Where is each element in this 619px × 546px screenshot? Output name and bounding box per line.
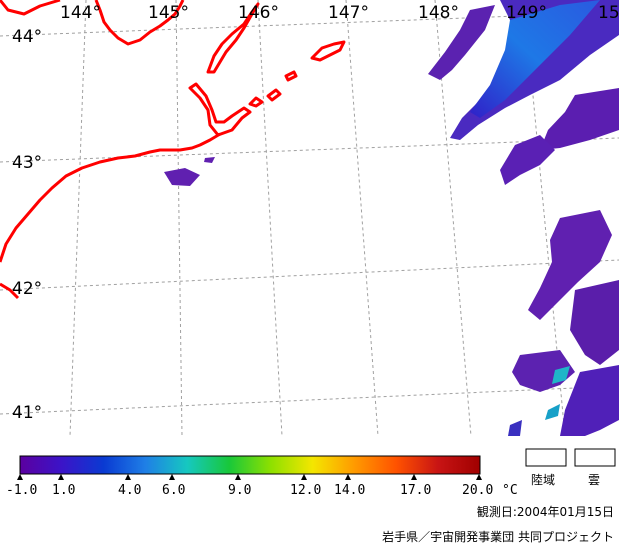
colorbar-tick-label: 20.0: [462, 483, 493, 498]
lat-label-42: 42°: [12, 279, 42, 299]
sst-data-layer: [164, 0, 619, 436]
latitude-labels: 44° 43° 42° 41°: [12, 27, 42, 423]
sst-warm-spot-2: [545, 404, 560, 420]
lon-label-146: 146°: [238, 3, 279, 23]
lon-label-144: 144°: [60, 3, 101, 23]
parallel-41: [0, 385, 619, 415]
tick-mark: [301, 474, 307, 480]
meridian-146: [257, 0, 283, 437]
colorbar: -1.0 1.0 4.0 6.0 9.0 12.0 14.0 17.0 20.0…: [6, 455, 518, 498]
colorbar-tick-marks: [17, 474, 482, 480]
parallel-43: [0, 137, 619, 163]
colorbar-unit: °C: [502, 483, 518, 498]
longitude-labels: 144° 145° 146° 147° 148° 149° 15: [60, 3, 619, 23]
coast-shiretoko: [94, 0, 185, 46]
sst-patch-east-1: [540, 88, 619, 150]
observation-date: 観測日:2004年01月15日: [477, 505, 614, 519]
sst-patch-coastal: [164, 168, 200, 186]
credit-line: 岩手県／宇宙開発事業団 共同プロジェクト: [382, 529, 614, 544]
tick-mark: [345, 474, 351, 480]
land-swatch: [525, 448, 567, 467]
parallel-42: [0, 259, 619, 291]
colorbar-tick-label: 12.0: [290, 483, 321, 498]
lon-label-145: 145°: [148, 3, 189, 23]
colorbar-tick-label: 14.0: [334, 483, 365, 498]
tick-mark: [17, 474, 23, 480]
land-label: 陸域: [531, 473, 555, 487]
colorbar-tick-label: -1.0: [6, 483, 37, 498]
mask-legend: 陸域 雲: [525, 448, 616, 487]
colorbar-tick-label: 6.0: [162, 483, 185, 498]
lat-label-41: 41°: [12, 403, 42, 423]
lat-label-43: 43°: [12, 153, 42, 173]
meridian-144: [69, 0, 87, 437]
coast-islet-3: [284, 70, 298, 82]
colorbar-tick-label: 4.0: [118, 483, 141, 498]
tick-mark: [411, 474, 417, 480]
tick-mark: [125, 474, 131, 480]
sst-plume-core: [470, 0, 600, 118]
lon-label-148: 148°: [418, 3, 459, 23]
colorbar-ticks: -1.0 1.0 4.0 6.0 9.0 12.0 14.0 17.0 20.0…: [6, 483, 518, 498]
coast-north: [0, 0, 61, 16]
colorbar-strip: [19, 455, 481, 475]
sst-warm-spot-1: [552, 366, 570, 384]
sst-patch-south-3: [508, 420, 522, 436]
sst-patch-southeast-1: [528, 210, 612, 320]
sst-patch-southeast-2: [570, 280, 619, 365]
tick-mark: [58, 474, 64, 480]
coast-shikotan: [310, 40, 346, 62]
coast-kunashiri: [206, 2, 260, 74]
coast-nemuro-peninsula: [188, 82, 252, 137]
lon-label-149: 149°: [506, 3, 547, 23]
meridian-145: [175, 0, 183, 437]
meridian-147: [345, 0, 379, 437]
colorbar-tick-label: 1.0: [52, 483, 75, 498]
colorbar-tick-label: 9.0: [228, 483, 251, 498]
lon-label-147: 147°: [328, 3, 369, 23]
tick-mark: [235, 474, 241, 480]
tick-mark: [476, 474, 482, 480]
sst-patch-south-2: [560, 365, 619, 436]
coast-kushiro: [0, 132, 221, 263]
lon-label-150: 15: [598, 3, 619, 23]
sst-speck: [204, 157, 215, 163]
cloud-swatch: [574, 448, 616, 467]
sst-patch-nw: [428, 5, 495, 80]
coast-cape-erimo: [0, 282, 20, 300]
coast-islet-1: [248, 96, 264, 108]
lat-label-44: 44°: [12, 27, 42, 47]
coast-islet-2: [266, 88, 282, 102]
cloud-label: 雲: [588, 473, 600, 487]
coastline: [0, 0, 346, 300]
tick-mark: [169, 474, 175, 480]
colorbar-tick-label: 17.0: [400, 483, 431, 498]
sst-patch-east-2: [500, 135, 555, 185]
